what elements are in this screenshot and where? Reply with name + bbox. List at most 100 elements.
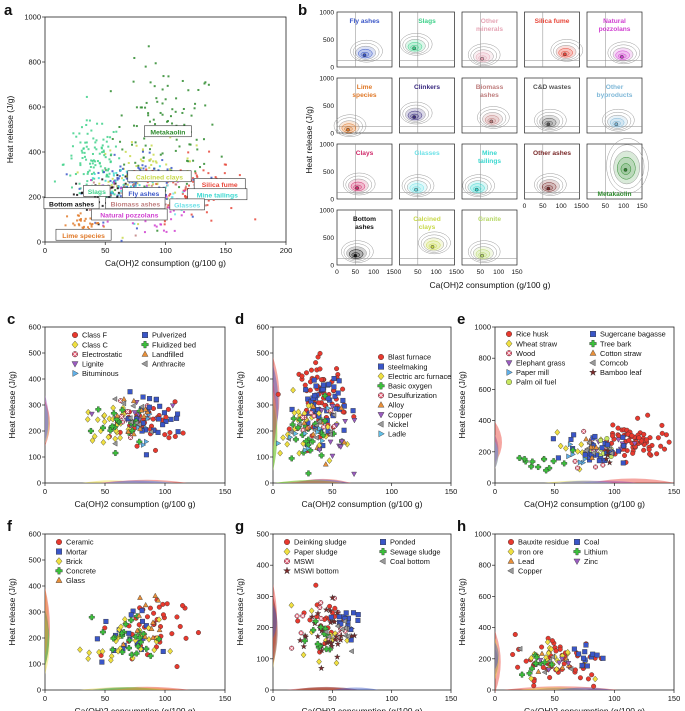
data-point	[535, 464, 542, 470]
subplot-frame	[399, 11, 455, 68]
legend-label: Tree bark	[600, 339, 632, 348]
marginal-distributions	[273, 583, 379, 690]
data-point	[108, 158, 111, 161]
data-point	[658, 443, 664, 449]
subplot-metakaolin: Metakaolin 0 50 100 150	[585, 138, 649, 210]
data-point	[326, 381, 332, 387]
legend-item: Desulfurization	[378, 391, 437, 400]
data-point	[175, 138, 178, 141]
data-point	[169, 168, 172, 171]
data-point	[143, 452, 149, 458]
data-point	[109, 179, 112, 182]
data-point	[174, 664, 180, 670]
data-point	[129, 185, 132, 188]
data-point	[100, 424, 106, 431]
legend-item: Tree bark	[589, 339, 632, 348]
data-point	[119, 187, 122, 190]
data-point	[300, 642, 308, 650]
data-point	[139, 106, 142, 109]
data-point	[327, 439, 334, 445]
data-point	[635, 415, 641, 421]
legend-label: Concrete	[66, 567, 96, 576]
x-tick-label: 100	[431, 269, 442, 276]
data-point	[102, 225, 105, 228]
legend-item: Bituminous	[72, 369, 119, 378]
data-point	[507, 557, 515, 564]
data-point	[564, 648, 571, 656]
data-point	[140, 394, 146, 400]
data-point	[533, 654, 540, 661]
x-axis-label: Ca(OH)2 consumption (g/100 g)	[105, 258, 226, 268]
x-tick-label: 100	[368, 269, 379, 276]
data-point	[559, 664, 566, 670]
data-point	[220, 155, 223, 158]
subplot-other-ashes: Other ashes 0 50 100 150	[523, 143, 585, 210]
y-tick-label: 500	[323, 169, 334, 176]
data-point	[169, 136, 172, 139]
density-contour	[607, 41, 641, 65]
data-point	[86, 180, 89, 183]
data-point	[561, 460, 568, 467]
data-point	[153, 396, 159, 402]
data-point	[334, 366, 340, 372]
data-point	[95, 139, 98, 142]
data-point	[238, 174, 241, 177]
data-point	[305, 402, 312, 410]
subplot-title: Other	[481, 18, 499, 25]
data-point	[641, 447, 647, 453]
panel-c-axes: 0 50 100 150 0 100 200 300 400 500 600 Ca(OH)2 cons…	[7, 323, 231, 510]
data-point	[189, 160, 192, 163]
data-point	[111, 170, 114, 173]
data-point	[568, 436, 574, 442]
density-contour	[355, 45, 376, 60]
y-tick-label: 300	[28, 608, 41, 617]
data-point	[207, 199, 210, 202]
data-point	[528, 463, 535, 470]
marginal-kde-x	[274, 480, 343, 483]
data-point	[594, 652, 600, 658]
data-point	[337, 636, 345, 643]
data-point	[160, 223, 163, 226]
data-point	[166, 84, 169, 87]
data-point	[105, 195, 108, 198]
marginal-kde-y	[45, 609, 49, 667]
data-point	[337, 444, 344, 450]
data-point	[184, 197, 187, 200]
data-point	[149, 81, 152, 84]
data-point	[577, 459, 584, 466]
subplot-slags: Slags	[399, 11, 455, 68]
data-point	[275, 391, 281, 397]
marginal-kde-x	[579, 480, 638, 483]
data-point	[138, 184, 141, 187]
data-point	[101, 204, 104, 207]
data-point	[139, 168, 142, 171]
density-contour	[470, 243, 498, 262]
data-point	[308, 367, 314, 373]
data-point	[202, 138, 205, 141]
marginal-kde-x	[589, 478, 676, 483]
marginal-kde-y	[273, 599, 277, 669]
data-point	[589, 359, 596, 367]
data-point	[519, 671, 525, 678]
data-point	[550, 436, 556, 442]
data-point	[174, 614, 180, 620]
data-point	[316, 410, 322, 417]
data-point	[191, 177, 194, 180]
data-point	[329, 594, 336, 601]
x-tick-label: 150	[219, 246, 232, 255]
data-point	[118, 157, 121, 160]
data-point	[112, 181, 115, 184]
data-point	[323, 646, 330, 653]
data-point	[196, 148, 199, 151]
legend-item: Cotton straw	[589, 349, 642, 358]
data-point	[107, 180, 110, 183]
data-point	[144, 106, 147, 109]
data-point	[301, 637, 308, 644]
legend-label: Iron ore	[518, 547, 543, 556]
data-point	[582, 649, 588, 655]
data-point	[535, 668, 542, 674]
data-point	[574, 448, 581, 455]
plot-frame	[272, 533, 452, 691]
